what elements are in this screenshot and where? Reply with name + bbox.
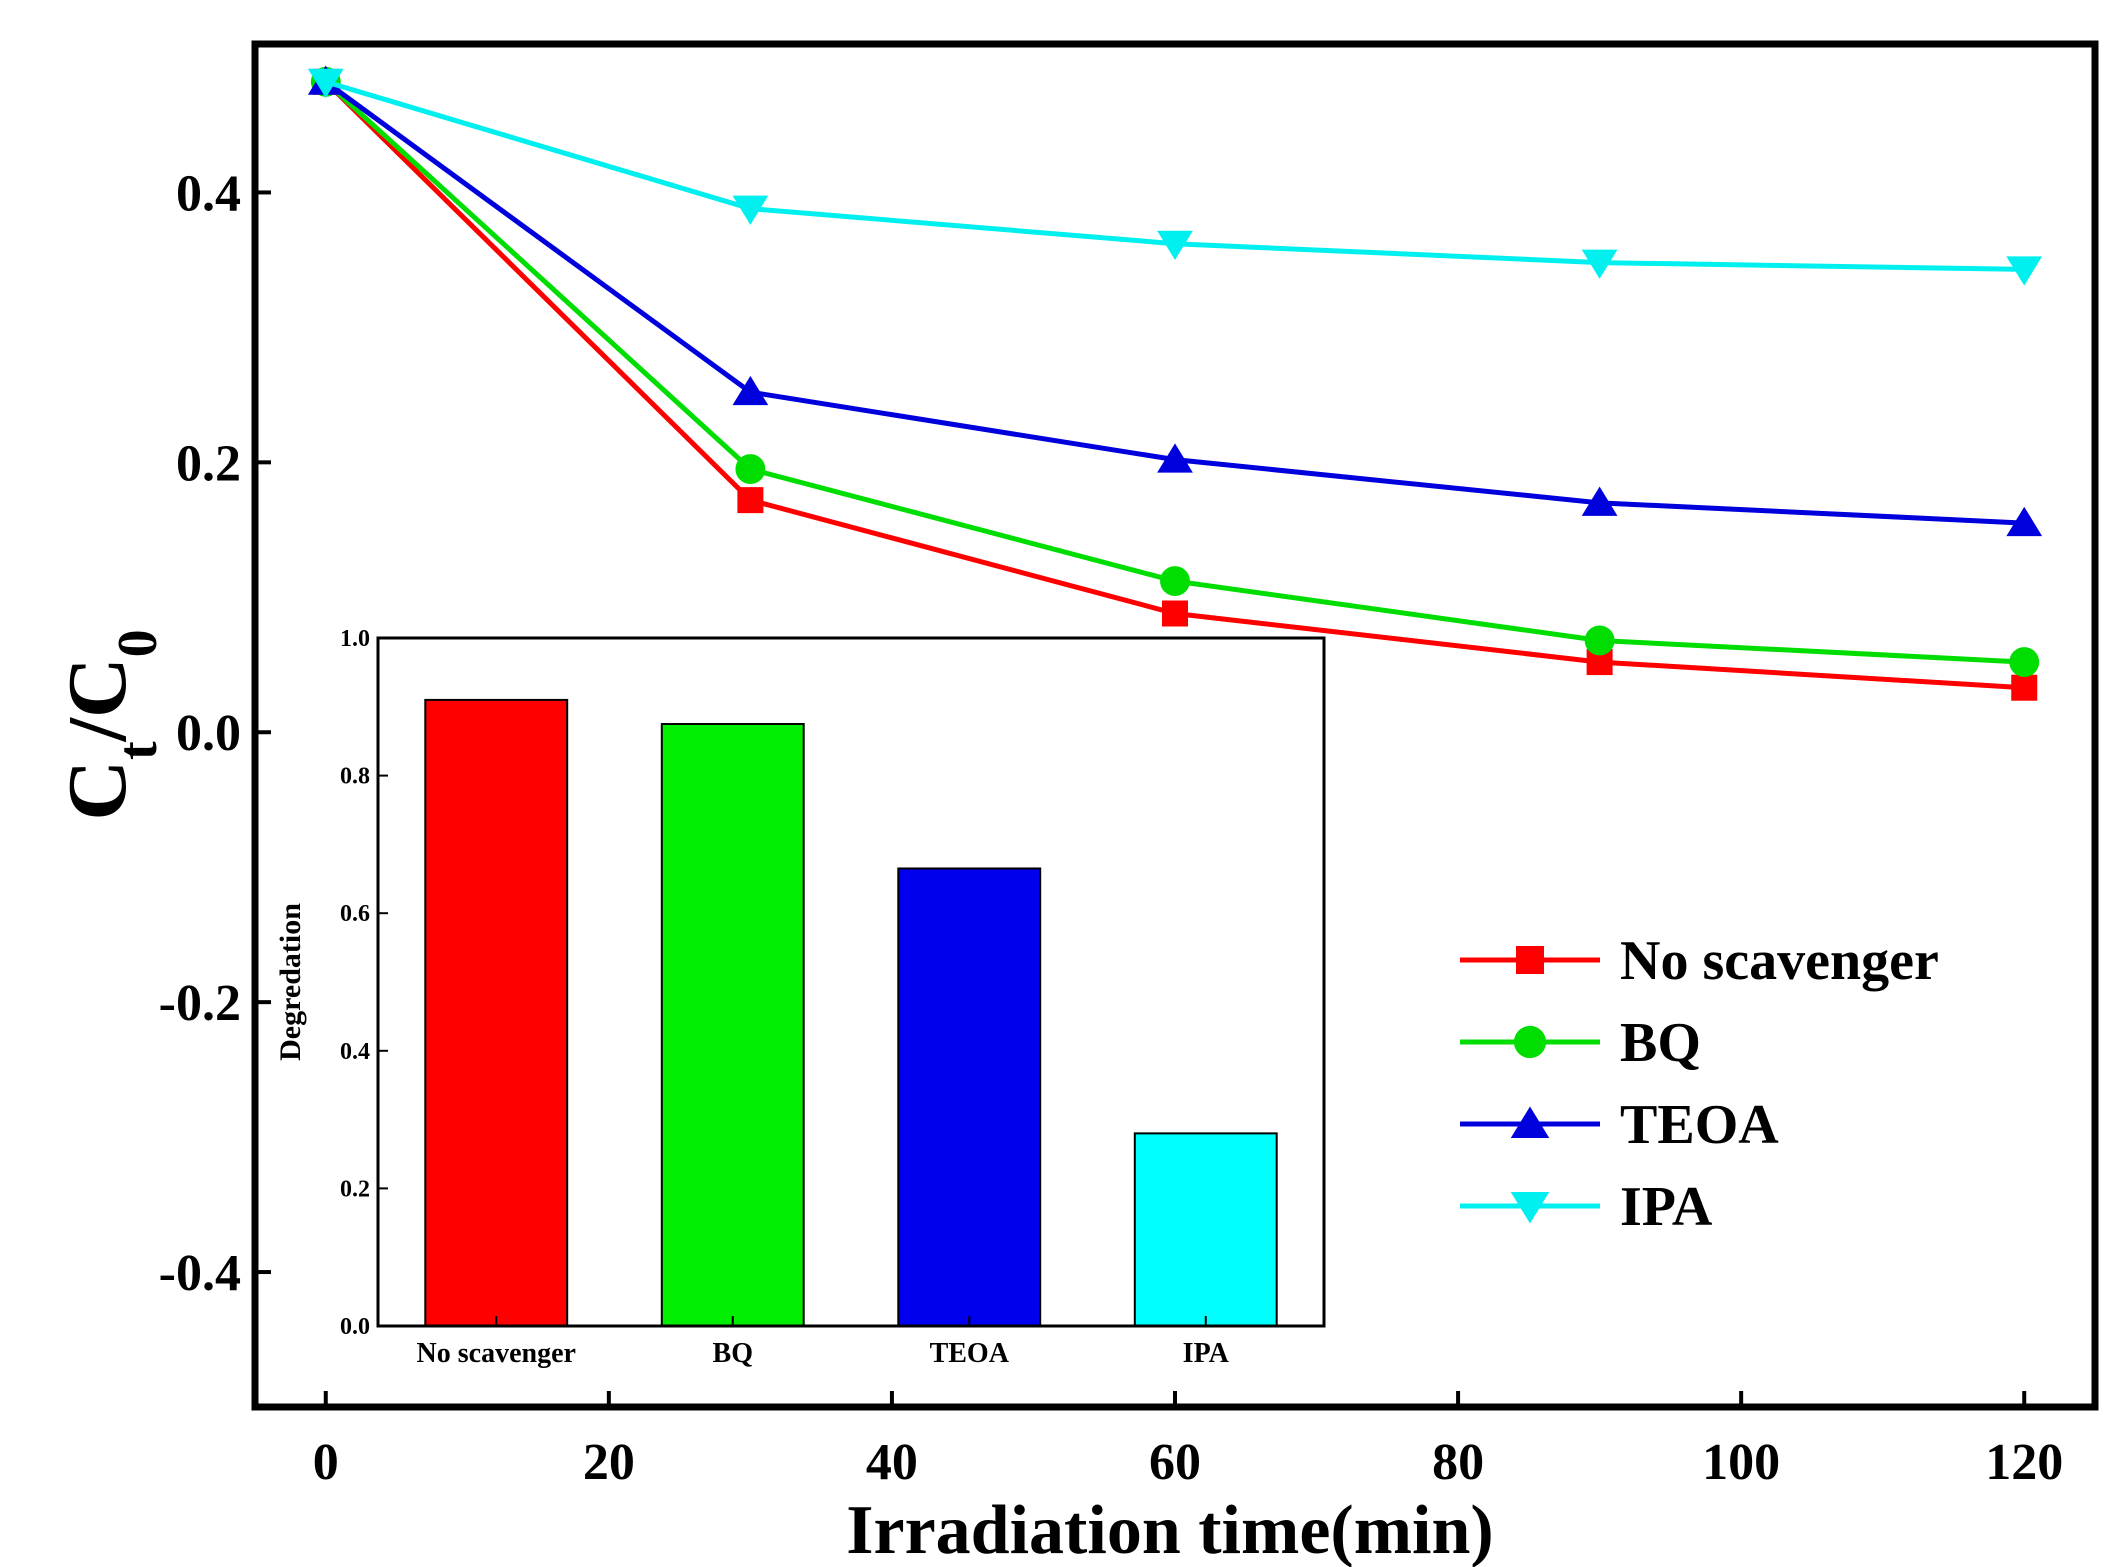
legend-label: No scavenger [1620, 930, 1939, 992]
data-point-no-scavenger [2011, 674, 2038, 701]
legend-marker [1510, 1106, 1550, 1138]
inset-y-tick-label: 0.8 [340, 764, 370, 790]
series-no-scavenger [312, 68, 2038, 701]
y-tick-label: 0.0 [176, 705, 241, 762]
y-tick-label: 0.2 [176, 435, 241, 492]
series-ipa [307, 68, 2043, 286]
main-y-axis-title: Ct/C0 [51, 629, 169, 820]
inset-category-label: IPA [1183, 1338, 1230, 1369]
series-bq [310, 66, 2040, 678]
inset-category-label: BQ [713, 1338, 753, 1369]
legend-item-no-scavenger: No scavenger [1460, 930, 1939, 992]
inset-category-label: TEOA [930, 1338, 1010, 1369]
x-tick-label: 40 [866, 1434, 918, 1491]
inset-y-tick-label: 0.6 [340, 901, 370, 927]
data-point-teoa [732, 375, 769, 406]
y-title-slash: / [51, 716, 144, 742]
svg-text:Ct/C0: Ct/C0 [51, 629, 169, 820]
data-point-ipa [1581, 249, 1618, 279]
legend-item-teoa: TEOA [1460, 1094, 1779, 1156]
main-x-axis-title: Irradiation time(min) [846, 1492, 1493, 1567]
y-title-c2: C [51, 657, 144, 718]
data-point-ipa [2006, 256, 2043, 286]
data-point-teoa [1581, 486, 1618, 516]
inset-bars-group [424, 698, 1278, 1327]
inset-y-tick-label: 0.0 [340, 1314, 370, 1340]
inset-bar-ipa [1133, 1132, 1278, 1327]
x-tick-label: 80 [1432, 1434, 1484, 1491]
main-series-group [307, 65, 2043, 701]
inset-y-ticks: 0.0 0.2 0.4 0.6 0.8 1.0 [340, 626, 388, 1340]
inset-bar-teoa [897, 867, 1042, 1327]
legend-label: BQ [1620, 1012, 1701, 1074]
x-tick-label: 20 [583, 1434, 635, 1491]
data-point-bq [1160, 566, 1190, 597]
inset-y-tick-label: 1.0 [340, 626, 370, 652]
data-point-ipa [307, 68, 344, 99]
y-title-c1: C [51, 760, 144, 821]
legend-label: IPA [1620, 1176, 1713, 1238]
series-teoa [307, 65, 2043, 537]
x-tick-label: 60 [1149, 1434, 1201, 1491]
y-tick-label: -0.4 [159, 1245, 241, 1302]
legend-marker [1510, 1192, 1550, 1224]
legend-label: TEOA [1620, 1094, 1779, 1156]
inset-category-labels: No scavenger BQ TEOA IPA [417, 1316, 1230, 1369]
inset-frame [376, 636, 1326, 1328]
data-point-ipa [732, 195, 769, 225]
data-point-bq [735, 454, 766, 485]
data-point-teoa [1157, 443, 1193, 473]
data-point-no-scavenger [1162, 600, 1188, 627]
legend-marker [1516, 946, 1544, 974]
main-x-ticks: 0 20 40 60 80 100 120 [313, 1391, 2063, 1491]
legend: No scavenger BQ TEOA IPA [1460, 930, 1939, 1238]
main-y-ticks: 0.4 0.2 0.0 -0.2 -0.4 [159, 165, 271, 1302]
y-tick-label: 0.4 [176, 165, 241, 222]
data-point-bq [2009, 647, 2040, 678]
inset-y-axis-title: Degredation [274, 903, 307, 1061]
legend-item-bq: BQ [1460, 1012, 1701, 1074]
legend-item-ipa: IPA [1460, 1176, 1713, 1238]
data-point-bq [1584, 625, 1615, 656]
x-tick-label: 0 [313, 1434, 339, 1491]
data-point-teoa [2006, 506, 2043, 537]
data-point-no-scavenger [737, 487, 764, 514]
inset-bar-bq [660, 723, 805, 1327]
y-tick-label: -0.2 [159, 975, 241, 1032]
inset-y-tick-label: 0.4 [340, 1039, 370, 1065]
y-title-sub1: t [107, 741, 169, 760]
data-point-ipa [1157, 230, 1193, 260]
y-title-sub2: 0 [107, 629, 169, 657]
legend-marker [1513, 1025, 1547, 1059]
x-tick-label: 120 [1985, 1434, 2063, 1491]
inset-category-label: No scavenger [417, 1338, 576, 1369]
inset-bar-no-scavenger [424, 698, 569, 1327]
series-line-no-scavenger [324, 80, 2025, 691]
x-tick-label: 100 [1702, 1434, 1780, 1491]
inset-y-tick-label: 0.2 [340, 1176, 370, 1202]
